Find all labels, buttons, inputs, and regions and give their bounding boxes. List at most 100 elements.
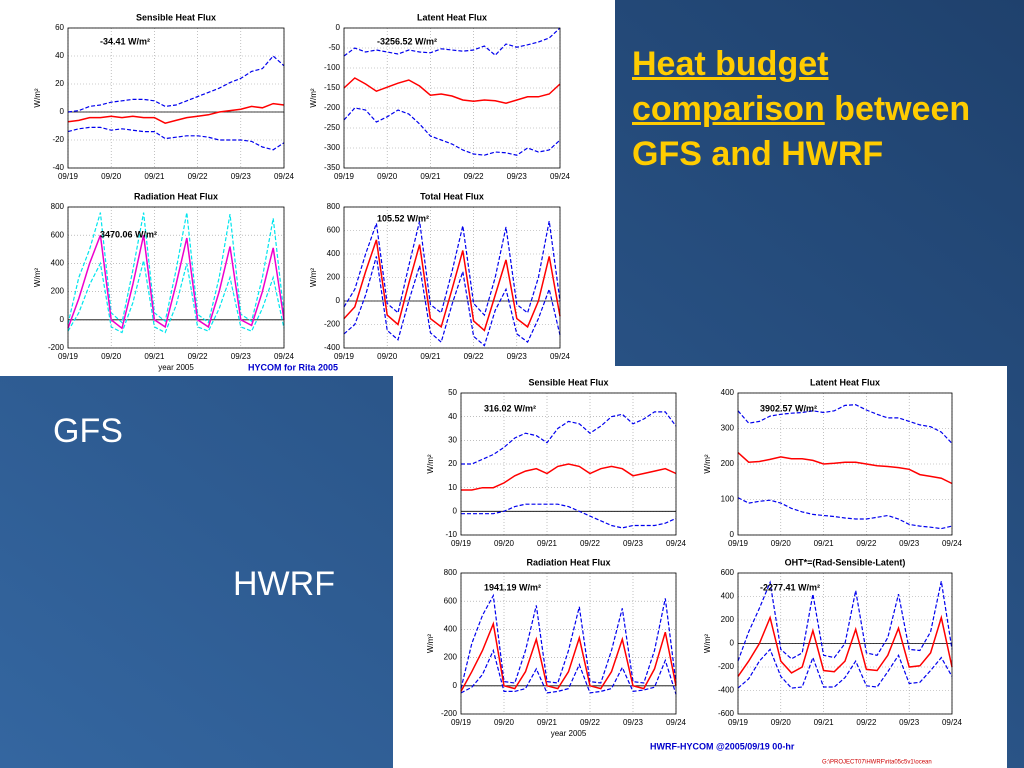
y-tick-label: 200 <box>721 459 735 468</box>
series-line <box>343 220 561 317</box>
y-tick-label: -200 <box>441 709 458 718</box>
y-tick-label: 0 <box>60 107 65 116</box>
y-tick-label: -200 <box>324 103 341 112</box>
y-tick-label: 0 <box>336 296 341 305</box>
y-axis-label: W/m² <box>33 88 42 107</box>
y-tick-label: 600 <box>444 596 458 605</box>
x-tick-label: 09/22 <box>856 539 877 548</box>
series-line <box>737 614 953 677</box>
x-tick-label: 09/20 <box>771 539 792 548</box>
y-tick-label: 20 <box>448 459 457 468</box>
x-tick-label: 09/20 <box>377 352 398 361</box>
plot-frame <box>460 572 677 715</box>
y-tick-label: 600 <box>721 568 735 577</box>
x-tick-label: 09/24 <box>274 172 295 181</box>
y-tick-label: 40 <box>448 412 457 421</box>
x-tick-label: 09/19 <box>58 352 79 361</box>
x-tick-label: 09/20 <box>771 718 792 727</box>
series-line <box>67 212 285 325</box>
annotation: 105.52 W/m² <box>377 213 429 223</box>
y-tick-label: 0 <box>730 639 735 648</box>
chart-title: Sensible Heat Flux <box>528 377 608 387</box>
x-tick-label: 09/22 <box>188 172 209 181</box>
y-tick-label: 200 <box>327 273 341 282</box>
x-tick-label: 09/21 <box>814 718 835 727</box>
x-axis-label: year 2005 <box>158 363 194 372</box>
y-tick-label: 0 <box>336 23 341 32</box>
y-axis-label: W/m² <box>426 634 435 653</box>
x-tick-label: 09/23 <box>507 352 528 361</box>
y-tick-label: -100 <box>324 63 341 72</box>
y-tick-label: -10 <box>445 530 457 539</box>
x-tick-label: 09/21 <box>537 718 558 727</box>
y-tick-label: 20 <box>55 79 64 88</box>
y-tick-label: 400 <box>721 592 735 601</box>
gfs-caption: HYCOM for Rita 2005 <box>248 362 338 372</box>
annotation: 3470.06 W/m² <box>100 229 157 239</box>
hwrf-path: G:\PROJECT07\HWRF\rita05c5v1\ocean <box>822 760 932 766</box>
x-tick-label: 09/20 <box>377 172 398 181</box>
y-tick-label: 0 <box>453 681 458 690</box>
x-tick-label: 09/21 <box>420 352 441 361</box>
annotation: 316.02 W/m² <box>484 403 536 413</box>
annotation: 1941.19 W/m² <box>484 582 541 592</box>
x-tick-label: 09/24 <box>942 539 963 548</box>
y-axis-label: W/m² <box>703 454 712 473</box>
annotation: -3256.52 W/m² <box>377 36 437 46</box>
y-tick-label: 40 <box>55 51 64 60</box>
hwrf-label: HWRF <box>233 565 335 603</box>
series-line <box>737 648 953 689</box>
y-axis-label: W/m² <box>426 454 435 473</box>
y-tick-label: -40 <box>52 163 64 172</box>
y-tick-label: 50 <box>448 388 457 397</box>
y-tick-label: 200 <box>721 615 735 624</box>
x-tick-label: 09/23 <box>231 172 252 181</box>
y-tick-label: -50 <box>328 43 340 52</box>
chart-title: Radiation Heat Flux <box>134 191 218 201</box>
series-line <box>460 621 677 692</box>
x-tick-label: 09/19 <box>728 718 749 727</box>
x-tick-label: 09/23 <box>507 172 528 181</box>
series-line <box>67 260 285 334</box>
x-tick-label: 09/21 <box>537 539 558 548</box>
x-tick-label: 09/21 <box>814 539 835 548</box>
x-tick-label: 09/19 <box>334 352 355 361</box>
x-tick-label: 09/20 <box>101 172 122 181</box>
annotation: 3902.57 W/m² <box>760 403 817 413</box>
series-line <box>343 107 561 156</box>
series-line <box>461 463 677 491</box>
series-line <box>67 55 285 113</box>
y-tick-label: 0 <box>730 530 735 539</box>
y-tick-label: 400 <box>327 249 341 258</box>
x-tick-label: 09/19 <box>728 539 749 548</box>
y-tick-label: -250 <box>324 123 341 132</box>
x-tick-label: 09/24 <box>666 718 687 727</box>
gfs-panel <box>0 0 615 376</box>
chart-title: Latent Heat Flux <box>810 377 880 387</box>
x-tick-label: 09/22 <box>464 352 485 361</box>
x-tick-label: 09/23 <box>899 539 920 548</box>
x-tick-label: 09/20 <box>494 718 515 727</box>
x-tick-label: 09/24 <box>942 718 963 727</box>
slide-title: Heat budget comparison between GFS and H… <box>632 42 982 177</box>
plot-frame <box>343 27 561 169</box>
x-tick-label: 09/24 <box>550 172 571 181</box>
plot-frame <box>737 392 953 536</box>
y-tick-label: -300 <box>324 143 341 152</box>
series-line <box>737 404 953 444</box>
chart-title: Latent Heat Flux <box>417 12 487 22</box>
x-tick-label: 09/24 <box>274 352 295 361</box>
y-tick-label: 10 <box>448 483 457 492</box>
y-tick-label: -200 <box>48 343 65 352</box>
series-line <box>461 411 677 465</box>
series-line <box>737 497 953 530</box>
plot-frame <box>67 27 285 169</box>
x-tick-label: 09/24 <box>666 539 687 548</box>
hwrf-caption: HWRF-HYCOM @2005/09/19 00-hr <box>650 741 795 751</box>
x-tick-label: 09/21 <box>420 172 441 181</box>
plot-frame <box>67 206 285 349</box>
x-tick-label: 09/19 <box>451 539 472 548</box>
series-line <box>67 126 285 151</box>
x-tick-label: 09/22 <box>580 539 601 548</box>
